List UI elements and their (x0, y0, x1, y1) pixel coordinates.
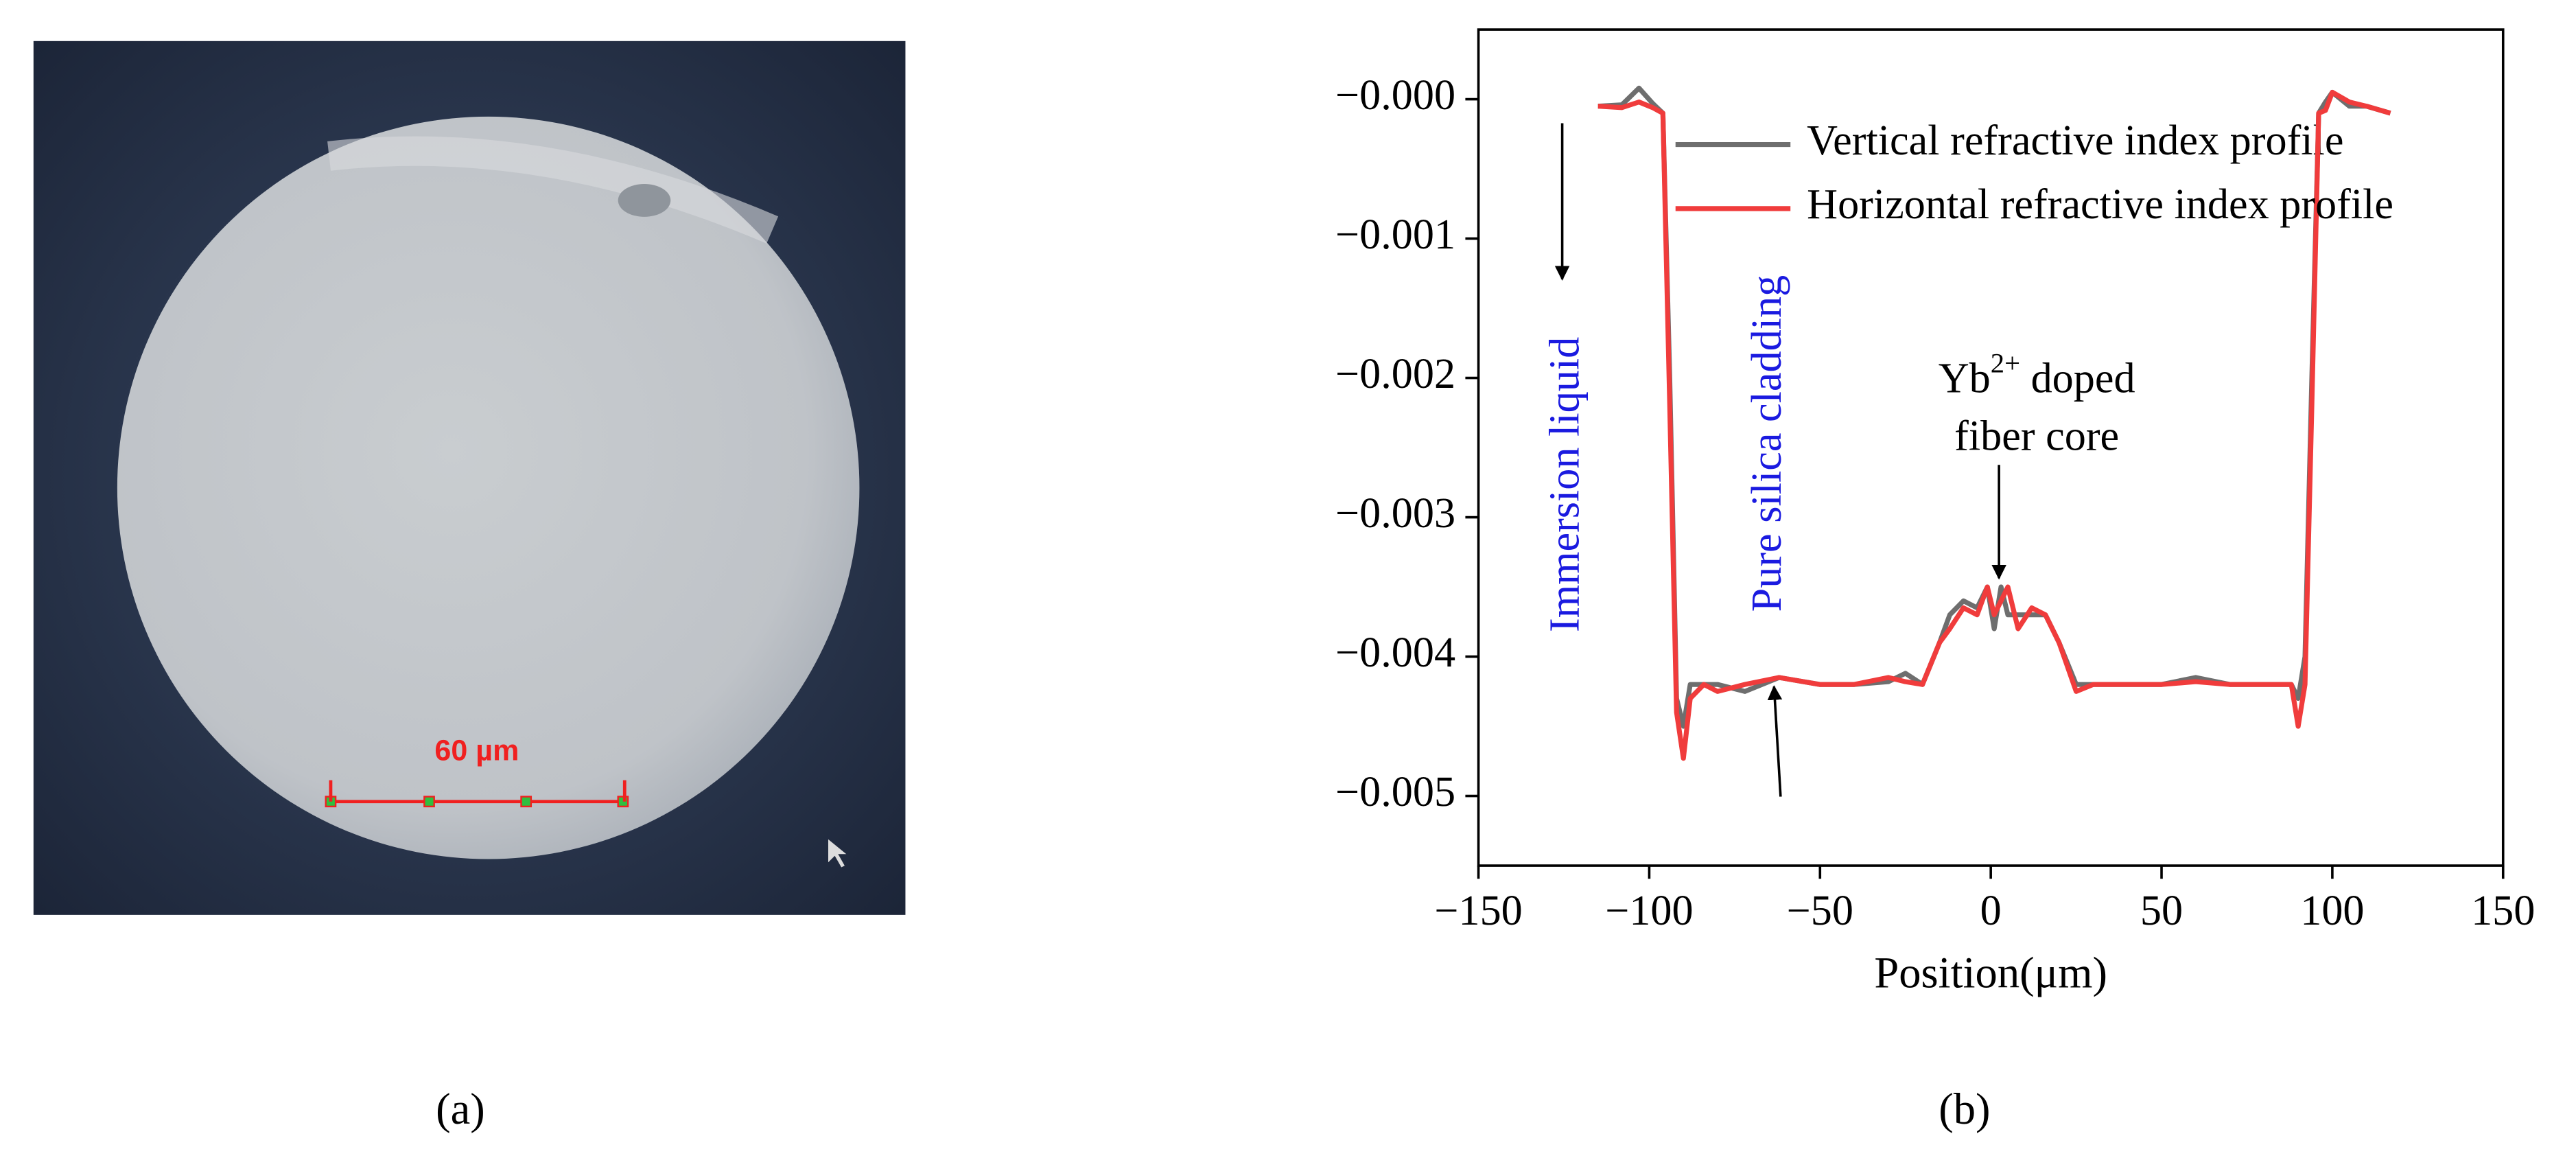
x-tick-label: 0 (1980, 888, 2002, 934)
annotation-part: doped (2020, 356, 2135, 402)
x-tick-label: −100 (1605, 888, 1693, 934)
x-tick-label: −150 (1434, 888, 1522, 934)
shading (327, 136, 779, 244)
legend-label: Vertical refractive index profile (1807, 117, 2343, 164)
annotation: fiber core (1954, 413, 2119, 460)
chart: −150 −100 −50 0 50 100 150 −0.000 −0.001 −0.002 −0… (1335, 72, 2535, 934)
cursor (828, 839, 847, 868)
y-tick-label: −0.000 (1335, 72, 1455, 119)
annotation: Immersion liquid (1541, 337, 1588, 632)
y-tick-label: −0.004 (1335, 629, 1455, 676)
panel-label: (a) (436, 1084, 485, 1133)
fiber-end-face (117, 116, 860, 859)
legend-label: Horizontal refractive index profile (1807, 181, 2393, 228)
panel-label: (b) (1939, 1084, 1990, 1133)
annotation-sup: 2+ (1991, 348, 2020, 379)
data-line (1597, 89, 2391, 761)
x-tick-label: 100 (2300, 888, 2364, 934)
defect (618, 184, 671, 217)
scale-label: 60 µm (434, 734, 519, 767)
annotation: Yb2+ doped (1939, 348, 2135, 402)
y-tick-label: −0.002 (1335, 351, 1455, 397)
annotation: Pure silica cladding (1744, 275, 1790, 612)
x-tick-label: 150 (2471, 888, 2535, 934)
arrows (1554, 123, 2006, 797)
annotation-part: Yb (1939, 356, 1991, 402)
photo: 60 µm (33, 40, 906, 915)
x-axis-label: Position(μm) (1874, 948, 2107, 997)
y-tick-label: −0.003 (1335, 490, 1455, 537)
y-tick-label: −0.001 (1335, 211, 1455, 258)
x-tick-label: −50 (1787, 888, 1853, 934)
x-tick-label: 50 (2140, 888, 2183, 934)
y-tick-label: −0.005 (1335, 769, 1455, 815)
scale-ticks (329, 780, 627, 802)
